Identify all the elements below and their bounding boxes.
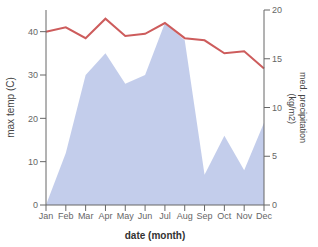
svg-text:Feb: Feb [58, 211, 74, 221]
svg-text:Jul: Jul [159, 211, 171, 221]
svg-text:Dec: Dec [256, 211, 273, 221]
svg-text:20: 20 [28, 114, 38, 124]
svg-text:Aug: Aug [177, 211, 193, 221]
svg-text:date (month): date (month) [125, 230, 186, 241]
svg-text:Sep: Sep [197, 211, 213, 221]
svg-text:5: 5 [272, 151, 277, 161]
svg-text:Mar: Mar [78, 211, 94, 221]
svg-text:Jun: Jun [138, 211, 153, 221]
svg-text:15: 15 [272, 54, 282, 64]
svg-text:10: 10 [272, 103, 282, 113]
svg-text:Oct: Oct [217, 211, 232, 221]
svg-text:May: May [117, 211, 135, 221]
svg-text:med. precipitation (kg/m2): med. precipitation (kg/m2) [287, 72, 308, 143]
svg-text:0: 0 [33, 200, 38, 210]
svg-text:10: 10 [28, 157, 38, 167]
svg-text:Nov: Nov [236, 211, 253, 221]
svg-text:30: 30 [28, 70, 38, 80]
svg-text:max temp (C): max temp (C) [8, 77, 16, 138]
svg-text:20: 20 [272, 5, 282, 15]
svg-text:Apr: Apr [98, 211, 112, 221]
svg-text:40: 40 [28, 27, 38, 37]
svg-text:0: 0 [272, 200, 277, 210]
svg-text:Jan: Jan [39, 211, 54, 221]
